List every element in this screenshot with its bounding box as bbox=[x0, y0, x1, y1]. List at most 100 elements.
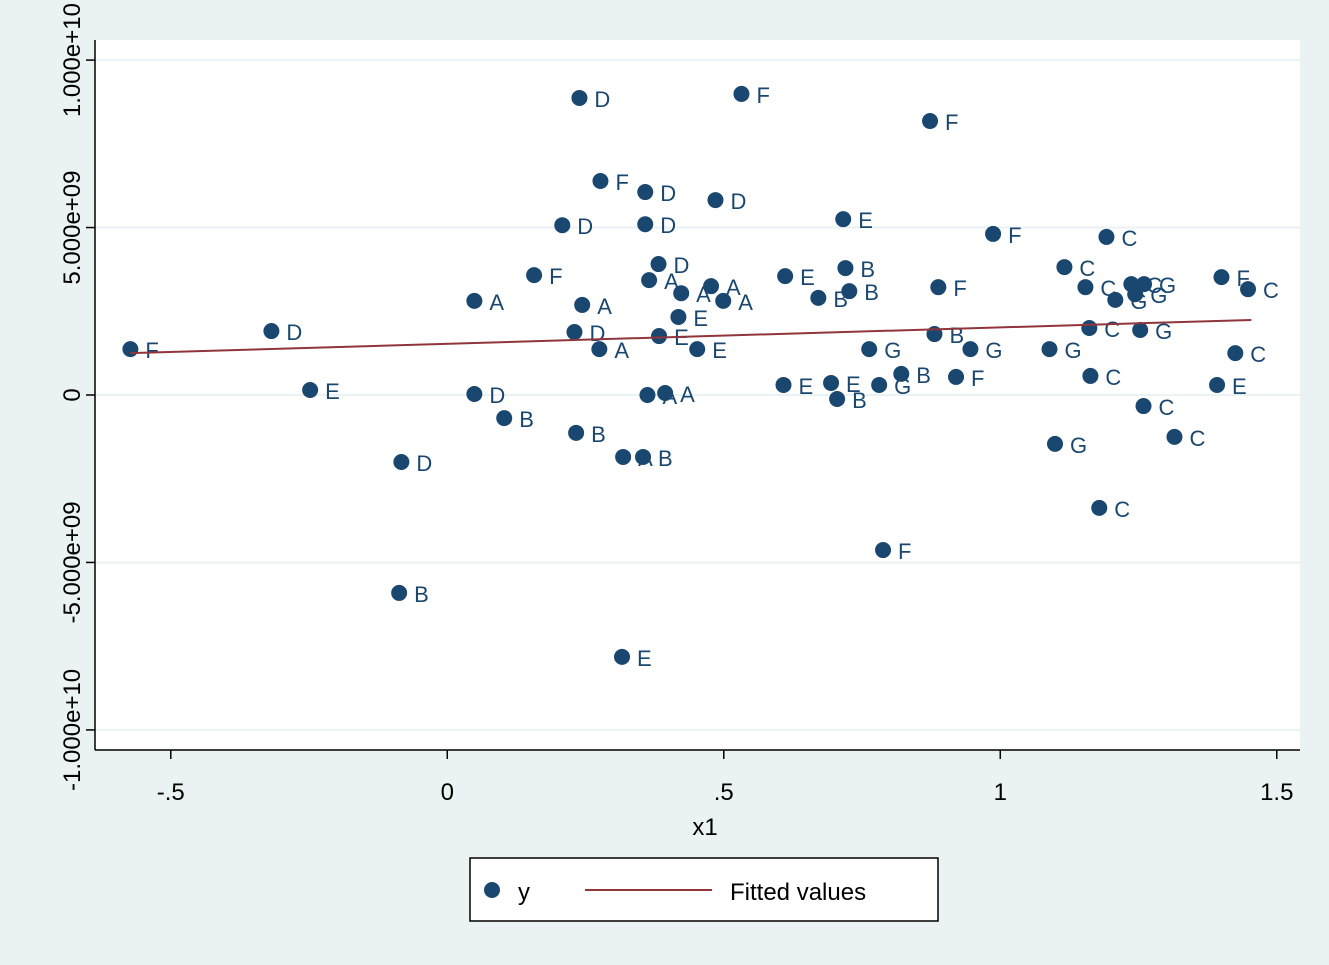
point bbox=[1091, 499, 1108, 516]
point bbox=[122, 341, 139, 358]
point-label: C bbox=[1121, 226, 1137, 251]
point-label: D bbox=[594, 87, 610, 112]
point bbox=[1082, 367, 1099, 384]
point bbox=[673, 285, 690, 302]
point bbox=[810, 289, 827, 306]
point-label: B bbox=[519, 407, 534, 432]
point bbox=[574, 296, 591, 313]
point bbox=[526, 267, 543, 284]
point-label: C bbox=[1104, 317, 1120, 342]
point bbox=[1081, 320, 1098, 337]
point bbox=[554, 217, 571, 234]
point bbox=[391, 584, 408, 601]
x-tick-label: 1 bbox=[994, 779, 1007, 806]
point bbox=[263, 323, 280, 340]
y-tick-label: 1.000e+10 bbox=[59, 3, 86, 117]
point-label: F bbox=[756, 83, 769, 108]
legend-label: Fitted values bbox=[730, 879, 866, 906]
point bbox=[1056, 259, 1073, 276]
point-label: F bbox=[953, 276, 966, 301]
legend-label: y bbox=[518, 879, 530, 906]
point-label: F bbox=[945, 110, 958, 135]
point bbox=[637, 184, 654, 201]
point bbox=[703, 278, 720, 295]
point-label: C bbox=[1105, 365, 1121, 390]
point bbox=[1041, 341, 1058, 358]
point-label: F bbox=[898, 539, 911, 564]
point bbox=[823, 374, 840, 391]
point bbox=[948, 368, 965, 385]
point bbox=[641, 272, 658, 289]
point bbox=[1213, 269, 1230, 286]
fitted-line bbox=[130, 318, 1252, 355]
point-label: F bbox=[615, 170, 628, 195]
point bbox=[1132, 322, 1149, 339]
point-label: A bbox=[726, 275, 741, 300]
point-label: F bbox=[971, 366, 984, 391]
point bbox=[591, 341, 608, 358]
point-label: D bbox=[416, 451, 432, 476]
point bbox=[893, 365, 910, 382]
point-label: C bbox=[1189, 426, 1205, 451]
point-label: A bbox=[597, 294, 612, 319]
point-label: G bbox=[985, 338, 1002, 363]
point bbox=[466, 385, 483, 402]
point-label: C bbox=[1114, 497, 1130, 522]
point-label: E bbox=[1232, 374, 1247, 399]
point-label: B bbox=[949, 323, 964, 348]
point bbox=[1098, 228, 1115, 245]
point-label: F bbox=[549, 264, 562, 289]
point-label: F bbox=[1008, 223, 1021, 248]
point bbox=[571, 89, 588, 106]
point-label: B bbox=[864, 280, 879, 305]
point-label: G bbox=[1155, 319, 1172, 344]
point-label: E bbox=[846, 372, 861, 397]
point bbox=[829, 391, 846, 408]
point bbox=[777, 268, 794, 285]
point-label: E bbox=[712, 338, 727, 363]
point-label: A bbox=[738, 290, 753, 315]
point bbox=[639, 387, 656, 403]
point-label: B bbox=[591, 422, 606, 447]
point-label: D bbox=[730, 189, 746, 214]
point-label: E bbox=[798, 374, 813, 399]
x-tick-label: 0 bbox=[441, 779, 454, 806]
x-axis-label: x1 bbox=[692, 814, 717, 841]
point bbox=[837, 260, 854, 277]
point-label: C bbox=[1158, 395, 1174, 420]
point bbox=[635, 448, 652, 465]
point-label: B bbox=[860, 257, 875, 282]
point bbox=[1209, 376, 1226, 393]
point bbox=[670, 308, 687, 325]
point-label: D bbox=[674, 253, 690, 278]
point-label: D bbox=[660, 213, 676, 238]
point bbox=[592, 172, 609, 189]
point bbox=[875, 542, 892, 559]
legend-marker bbox=[484, 882, 500, 898]
point bbox=[650, 256, 667, 273]
point bbox=[637, 216, 654, 233]
point-label: F bbox=[145, 338, 158, 363]
point-label: G bbox=[1070, 433, 1087, 458]
point bbox=[302, 381, 319, 398]
point bbox=[871, 376, 888, 393]
point bbox=[841, 283, 858, 300]
point-label: E bbox=[325, 379, 340, 404]
point bbox=[1135, 398, 1152, 415]
point-label: E bbox=[693, 306, 708, 331]
point bbox=[651, 328, 668, 345]
legend bbox=[469, 857, 939, 922]
point bbox=[657, 384, 674, 401]
point bbox=[733, 85, 750, 102]
point-label: B bbox=[414, 582, 429, 607]
point-label: B bbox=[852, 388, 867, 413]
point bbox=[962, 341, 979, 358]
point-label: E bbox=[858, 208, 873, 233]
point bbox=[566, 324, 583, 341]
x-tick-label: .5 bbox=[714, 779, 734, 806]
point bbox=[1166, 428, 1183, 445]
point bbox=[1047, 435, 1064, 452]
point bbox=[1136, 276, 1153, 293]
y-tick-label: -5.000e+09 bbox=[59, 501, 86, 623]
